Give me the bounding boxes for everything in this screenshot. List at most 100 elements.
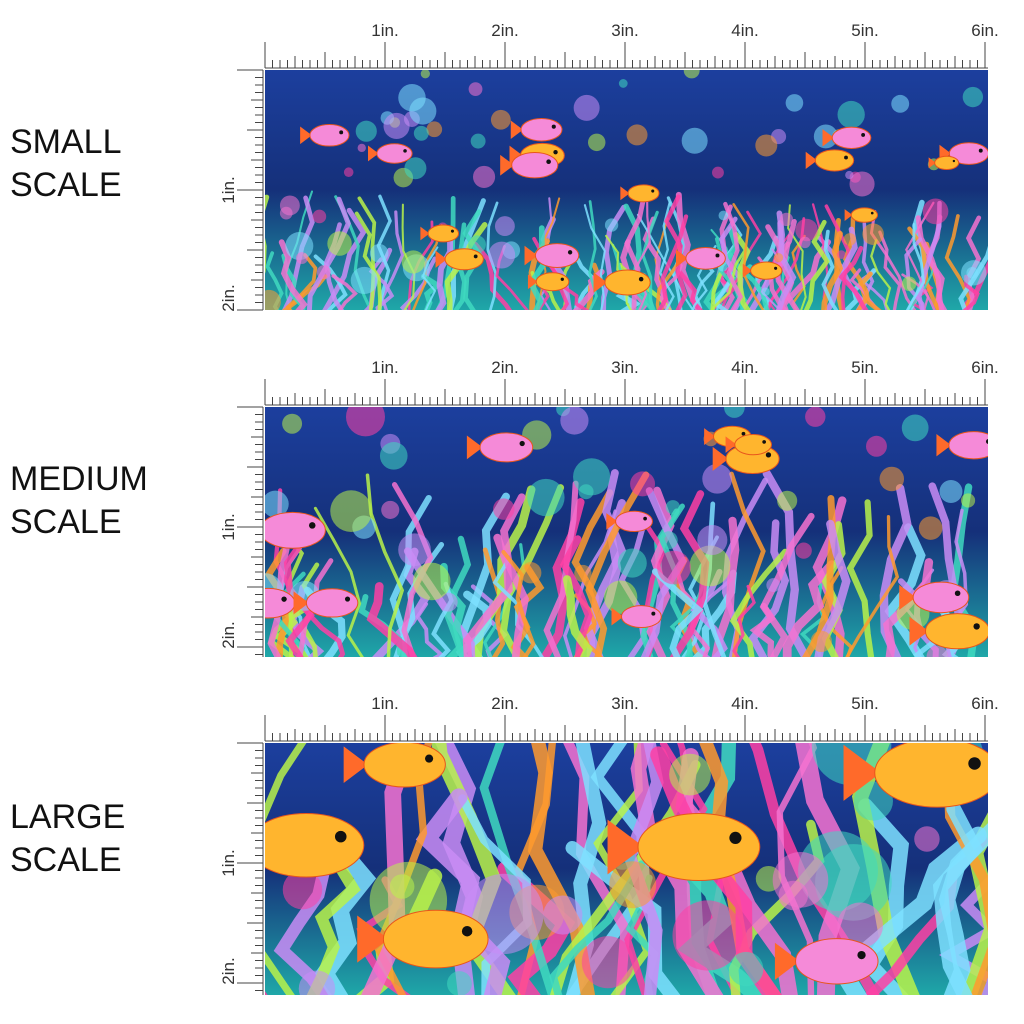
coral <box>322 207 367 310</box>
sea-blob <box>697 524 728 556</box>
fish <box>637 813 761 882</box>
sea-blob <box>718 210 729 221</box>
ruler-label: 5in. <box>851 21 878 40</box>
fish <box>479 432 534 463</box>
fish <box>627 184 660 203</box>
fish-eye <box>762 440 766 444</box>
sea-blob <box>285 232 314 261</box>
sea-blob <box>659 531 678 550</box>
sea-blob <box>766 578 781 593</box>
sea-blob <box>604 218 619 232</box>
ruler-label: 1in. <box>371 694 398 713</box>
coral <box>538 259 558 310</box>
fish-tail <box>899 584 916 610</box>
fish <box>534 243 580 268</box>
coral <box>821 229 839 310</box>
fish <box>934 155 960 170</box>
coral <box>265 991 268 995</box>
sea-blob <box>805 407 826 427</box>
fish-eye <box>553 149 558 155</box>
sea-blob <box>316 265 331 280</box>
coral <box>500 493 529 657</box>
sea-blob <box>657 550 691 585</box>
sea-blob <box>447 971 472 995</box>
fish-tail <box>293 591 309 615</box>
scale-label: MEDIUM <box>10 460 148 498</box>
fish-eye <box>339 130 344 135</box>
coral <box>421 246 439 310</box>
ruler-label: 2in. <box>219 284 238 311</box>
coral <box>435 231 454 310</box>
coral <box>366 582 418 657</box>
fish-eye <box>861 132 866 137</box>
coral <box>845 515 900 657</box>
sea-blob <box>327 231 352 256</box>
fish <box>444 248 484 271</box>
coral <box>858 798 910 995</box>
fish-eye <box>403 149 407 153</box>
fish-tail <box>822 129 835 147</box>
fish-tail <box>228 591 244 615</box>
sea-blob <box>609 861 657 909</box>
fish-tail <box>435 250 447 268</box>
vertical-ruler <box>237 406 264 657</box>
ruler-label: 1in. <box>219 513 238 540</box>
sea-blob <box>799 236 811 249</box>
fish-tail <box>500 154 515 176</box>
coral <box>962 274 980 310</box>
fish-eye <box>985 439 988 444</box>
scale-row: LARGE SCALE 1in. 2in. 3in. 4in. 5in. 6in. 1in. 2i… <box>10 694 999 995</box>
vertical-ruler <box>237 742 264 995</box>
sea-blob <box>837 100 865 129</box>
sea-blob <box>312 209 327 224</box>
fish-tail <box>607 819 645 875</box>
horizontal-ruler <box>264 379 988 406</box>
coral <box>711 275 735 310</box>
coral <box>729 548 788 657</box>
ruler-label: 5in. <box>851 694 878 713</box>
sea-blob <box>665 500 681 515</box>
coral <box>846 499 875 657</box>
sea-blob <box>409 97 437 125</box>
coral <box>624 190 648 310</box>
fish-eye <box>567 250 573 255</box>
sea-blob <box>626 124 648 146</box>
sea-blob <box>381 500 400 519</box>
horizontal-ruler <box>264 715 988 742</box>
fish-tail <box>844 209 853 221</box>
ruler-label: 3in. <box>611 694 638 713</box>
fish-tail <box>843 744 881 801</box>
fish <box>750 261 783 280</box>
scale-label: SMALL <box>10 123 122 161</box>
sea-blob <box>837 250 846 259</box>
ruler-label: 5in. <box>851 358 878 377</box>
fish-eye <box>560 277 564 281</box>
sea-blob <box>724 407 745 418</box>
coral <box>775 210 797 310</box>
fish-eye <box>281 596 287 602</box>
fish-eye <box>638 276 644 282</box>
coral <box>623 743 664 995</box>
sea-blob <box>683 70 700 79</box>
sea-blob <box>879 466 905 492</box>
sea-blob <box>728 951 764 987</box>
sea-blob <box>298 970 336 995</box>
ruler-label: 3in. <box>611 358 638 377</box>
fish-tail <box>300 126 312 145</box>
coral <box>915 215 945 310</box>
sea-blob <box>672 900 743 971</box>
coral <box>728 252 770 310</box>
fish-tail <box>367 145 379 162</box>
coral <box>278 239 308 310</box>
fish-tail <box>611 607 624 626</box>
sea-blob <box>345 407 385 437</box>
fish-eye <box>651 611 656 616</box>
sea-blob <box>527 478 565 517</box>
coral <box>676 268 703 310</box>
ruler-label: 6in. <box>971 694 998 713</box>
fish-eye <box>643 516 647 521</box>
sea-blob <box>901 414 929 442</box>
fish <box>265 813 365 878</box>
fish-eye <box>344 596 351 602</box>
fish-eye <box>765 452 772 458</box>
